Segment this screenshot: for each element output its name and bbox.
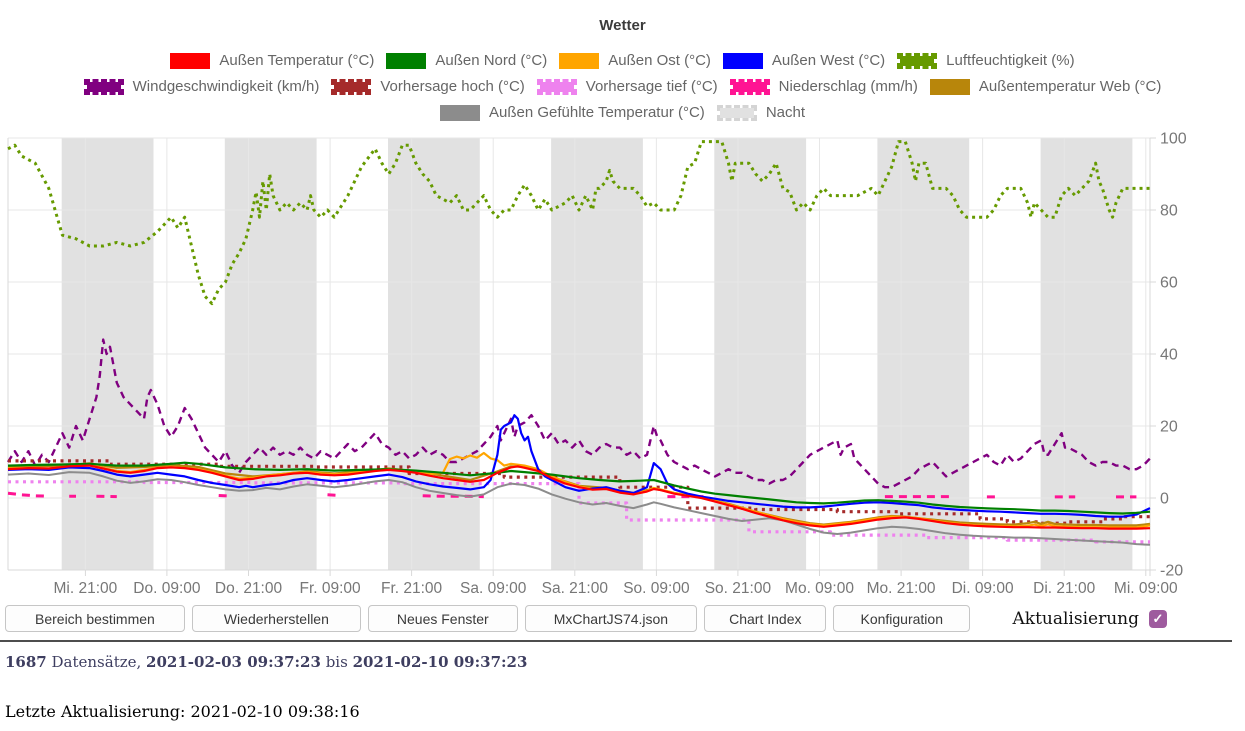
series-line-4 (7, 414, 1151, 518)
legend-swatch (439, 104, 480, 121)
legend-swatch (170, 52, 211, 69)
aktualisierung-checkbox[interactable]: ✓ (1149, 609, 1167, 628)
legend-swatch (559, 52, 600, 69)
legend-swatch (929, 78, 970, 95)
x-axis-label: So. 21:00 (705, 580, 772, 597)
last-update-line: Letzte Aktualisierung: 2021-02-10 09:38:… (5, 702, 1245, 721)
legend-label: Vorhersage hoch (°C) (380, 78, 525, 95)
y-axis-label: 100 (1160, 131, 1187, 148)
button-wiederherstellen[interactable]: Wiederherstellen (191, 605, 361, 632)
button-neues-fenster[interactable]: Neues Fenster (367, 605, 518, 632)
legend-item-2[interactable]: Außen Nord (°C) (386, 52, 547, 69)
range-separator: bis (320, 653, 353, 671)
legend-label: Außen West (°C) (771, 52, 886, 69)
toolbar: Bereich bestimmen Wiederherstellen Neues F… (0, 605, 1245, 632)
last-update-value: 2021-02-10 09:38:16 (190, 702, 360, 721)
x-axis-label: Di. 09:00 (952, 580, 1014, 597)
range-start: 2021-02-03 09:37:23 (146, 653, 321, 671)
y-axis-label: 20 (1160, 419, 1178, 436)
x-axis-label: So. 09:00 (623, 580, 690, 597)
aktualisierung-group: Aktualisierung ✓ (1012, 608, 1167, 629)
legend-swatch (722, 52, 763, 69)
series-line-6 (6, 338, 1151, 489)
legend-row: Außen Temperatur (°C) Außen Nord (°C) Auße… (0, 52, 1245, 69)
chart-area: Mi. 21:00 Do. 09:00 Do. 21:00 Fr. 09:00 Fr. … (0, 130, 1245, 600)
x-axis-label: Fr. 09:00 (300, 580, 362, 597)
x-axis-label: Do. 09:00 (133, 580, 201, 597)
series-line-11 (7, 471, 1151, 546)
legend-label: Außen Nord (°C) (435, 52, 548, 69)
legend-item-3[interactable]: Außen Ost (°C) (559, 52, 711, 69)
legend-item-8[interactable]: Vorhersage tief (°C) (536, 78, 718, 95)
legend-label: Nacht (765, 104, 805, 121)
legend-swatch (716, 104, 757, 121)
legend-item-12[interactable]: Nacht (716, 104, 805, 121)
legend-item-1[interactable]: Außen Temperatur (°C) (170, 52, 374, 69)
legend-swatch (536, 78, 577, 95)
legend-label: Außen Ost (°C) (608, 52, 711, 69)
axis-lines (7, 137, 1156, 576)
legend-label: Außen Temperatur (°C) (219, 52, 375, 69)
y-axis-label: -20 (1160, 563, 1183, 580)
button-chart-index[interactable]: Chart Index (704, 605, 827, 632)
legend-swatch (729, 78, 770, 95)
last-update-label: Letzte Aktualisierung: (5, 702, 186, 721)
record-count: 1687 (5, 653, 47, 671)
legend-item-6[interactable]: Windgeschwindigkeit (km/h) (83, 78, 320, 95)
legend-swatch (83, 78, 124, 95)
x-axis-label: Mi. 09:00 (1114, 580, 1178, 597)
page-title: Wetter (599, 17, 646, 34)
legend-label: Niederschlag (mm/h) (778, 78, 918, 95)
x-axis-label: Fr. 21:00 (381, 580, 443, 597)
range-end: 2021-02-10 09:37:23 (352, 653, 528, 671)
y-axis-label: 0 (1160, 491, 1169, 508)
series-line-5 (7, 140, 1150, 306)
button-mxchartjs74-json[interactable]: MxChartJS74.json (524, 605, 698, 632)
legend-label: Außen Gefühlte Temperatur (°C) (488, 104, 705, 121)
weather-chart-canvas[interactable]: Mi. 21:00 Do. 09:00 Do. 21:00 Fr. 09:00 Fr. … (0, 130, 1245, 600)
legend-item-4[interactable]: Außen West (°C) (722, 52, 886, 69)
legend-label: Außentemperatur Web (°C) (978, 78, 1162, 95)
series-line-1 (7, 464, 1151, 530)
legend-item-5[interactable]: Luftfeuchtigkeit (%) (897, 52, 1075, 69)
records-label: Datensätze, (46, 653, 147, 671)
legend-swatch (897, 52, 938, 69)
x-axis-label: Sa. 09:00 (460, 580, 527, 597)
button-konfiguration[interactable]: Konfiguration (833, 605, 970, 632)
legend-swatch (331, 78, 372, 95)
x-axis-labels: Mi. 21:00 Do. 09:00 Do. 21:00 Fr. 09:00 Fr. … (54, 580, 1179, 597)
divider (0, 640, 1232, 642)
aktualisierung-label: Aktualisierung (1012, 608, 1140, 629)
x-axis-label: Mo. 09:00 (785, 580, 854, 597)
status-line: 1687 Datensätze, 2021-02-03 09:37:23 bis… (5, 653, 1245, 671)
x-axis-label: Do. 21:00 (215, 580, 283, 597)
button-bereich-bestimmen[interactable]: Bereich bestimmen (5, 605, 185, 632)
legend-item-9[interactable]: Niederschlag (mm/h) (729, 78, 918, 95)
x-axis-label: Mo. 21:00 (867, 580, 936, 597)
y-axis-label: 60 (1160, 275, 1178, 292)
x-axis-label: Mi. 21:00 (54, 580, 118, 597)
legend-label: Vorhersage tief (°C) (585, 78, 718, 95)
series-line-8 (8, 480, 1150, 544)
series-line-2 (7, 461, 1151, 515)
series-lines (6, 140, 1151, 546)
legend-item-10[interactable]: Außentemperatur Web (°C) (929, 78, 1162, 95)
x-axis-label: Sa. 21:00 (542, 580, 609, 597)
legend-label: Luftfeuchtigkeit (%) (946, 52, 1075, 69)
legend-item-11[interactable]: Außen Gefühlte Temperatur (°C) (439, 104, 705, 121)
y-axis-labels: 100 80 60 40 20 0 -20 (1160, 131, 1187, 580)
y-axis-label: 80 (1160, 203, 1178, 220)
legend-label: Windgeschwindigkeit (km/h) (132, 78, 320, 95)
y-axis-label: 40 (1160, 347, 1178, 364)
x-axis-label: Di. 21:00 (1033, 580, 1095, 597)
legend-swatch (386, 52, 427, 69)
legend-row: Windgeschwindigkeit (km/h) Vorhersage hoc… (0, 78, 1245, 95)
legend-row: Außen Gefühlte Temperatur (°C) Nacht (0, 104, 1245, 121)
legend-item-7[interactable]: Vorhersage hoch (°C) (331, 78, 525, 95)
chart-legend: Außen Temperatur (°C) Außen Nord (°C) Auße… (0, 52, 1245, 121)
